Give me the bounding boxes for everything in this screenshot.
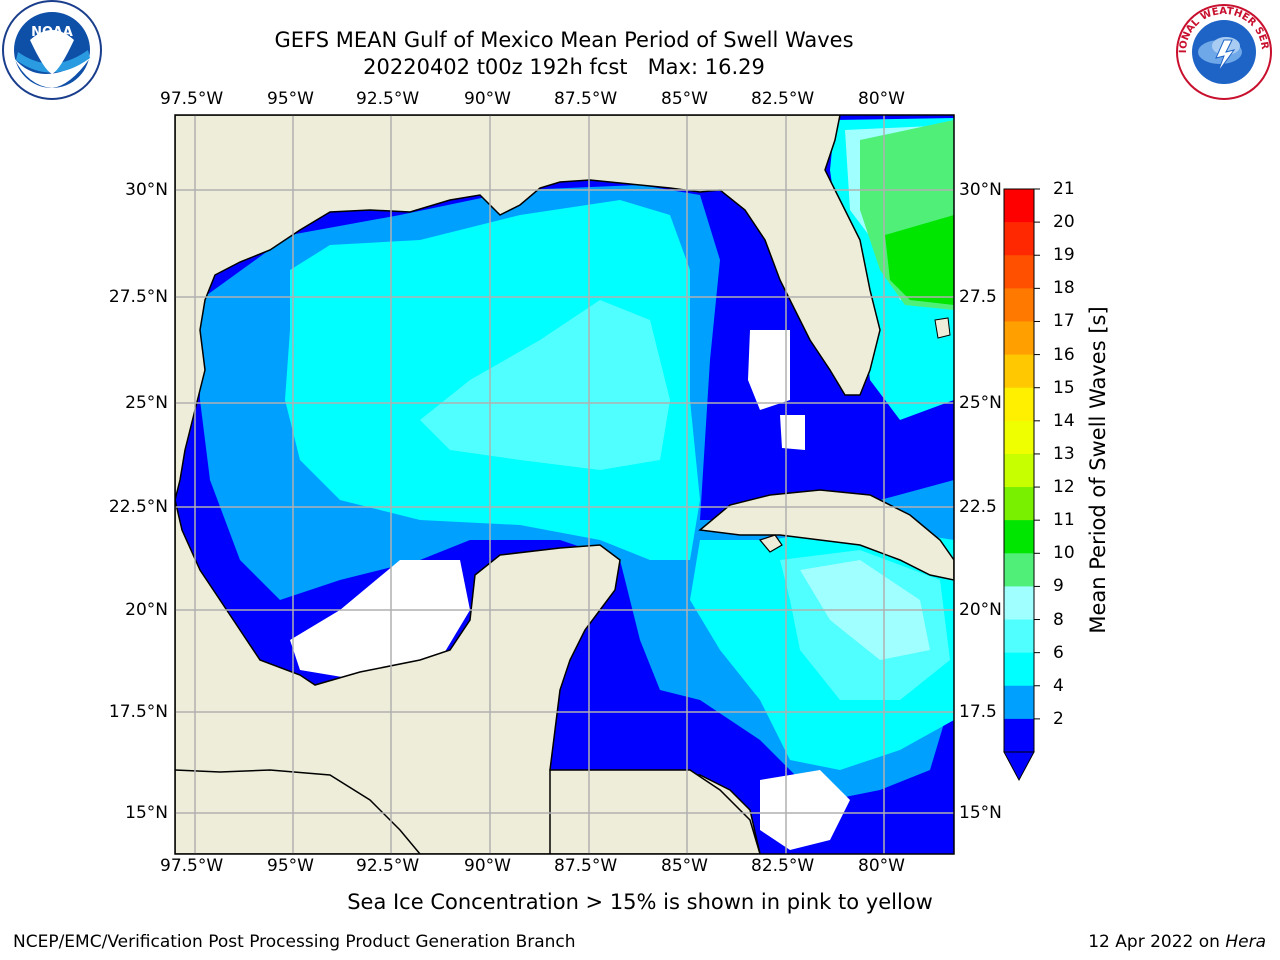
land-us-gulf-coast [175,115,881,501]
lon-tick-top: 85°W [661,89,708,109]
colorbar-tick-label: 8 [1053,609,1064,630]
colorbar-segment [1004,222,1034,256]
lon-tick-bottom: 97.5°W [160,856,224,876]
chart-subtitle: 20220402 t00z 192h fcst Max: 16.29 [363,55,765,79]
lat-tick-left: 20°N [125,600,168,620]
colorbar-tick-label: 13 [1053,443,1075,464]
footer-date-text: 12 Apr 2022 on [1088,932,1226,952]
pacific-coastline [175,769,421,854]
mask-patch-1 [748,330,790,410]
lon-tick-top: 97.5°W [160,89,224,109]
colorbar-tick-label: 9 [1053,576,1064,597]
contour-atlantic-10-11 [885,215,954,305]
footer-date: 12 Apr 2022 on Hera [1088,932,1266,952]
colorbar-tick-label: 15 [1053,377,1075,398]
colorbar-segment [1004,255,1034,289]
colorbar-tick-label: 10 [1053,543,1075,564]
mask-patch-2 [780,415,805,450]
colorbar-segment [1004,354,1034,389]
colorbar-tick-label: 20 [1053,212,1075,233]
contour-6-8 [420,300,670,470]
colorbar [1004,188,1040,753]
lon-tick-top: 92.5°W [356,89,420,109]
footer-host: Hera [1225,932,1266,952]
colorbar-label: Mean Period of Swell Waves [s] [1086,306,1110,634]
lat-tick-right: 20°N [959,600,1002,620]
colorbar-tick-label: 2 [1053,708,1064,729]
lat-tick-right: 15°N [959,803,1002,823]
lon-tick-bottom: 95°W [267,856,314,876]
lon-tick-top: 80°W [858,89,905,109]
colorbar-tick-label: 21 [1053,179,1075,199]
lon-tick-bottom: 80°W [858,856,905,876]
colorbar-segment [1004,718,1034,753]
colorbar-segment [1004,553,1034,587]
lat-tick-left: 27.5°N [108,287,168,307]
colorbar-segment [1004,487,1034,521]
lat-tick-left: 25°N [125,393,168,413]
colorbar-segment [1004,288,1034,322]
lon-tick-bottom: 87.5°W [554,856,618,876]
colorbar-segment [1004,619,1034,654]
nws-logo-icon: NATIONAL WEATHER SERVICE [1172,0,1272,100]
colorbar-tick-label: 17 [1053,311,1075,332]
gridlines [175,115,954,854]
colorbar-tick-label: 16 [1053,344,1075,365]
colorbar-segment [1004,453,1034,488]
map-area [175,115,954,854]
colorbar-segment [1004,586,1034,621]
colorbar-tick-label: 19 [1053,245,1075,266]
colorbar-tick-label: 14 [1053,410,1075,431]
colorbar-segment [1004,387,1034,422]
lon-tick-top: 95°W [267,89,314,109]
land-cuba [698,489,954,581]
colorbar-tick-label: 11 [1053,510,1075,531]
colorbar-segment [1004,685,1034,720]
land-central-america [549,769,761,854]
lon-tick-top: 90°W [464,89,511,109]
land-bahamas [934,317,951,339]
noaa-wordmark: NOAA [31,25,73,40]
sea-ice-note-text: Sea Ice Concentration > 15% is shown in … [347,890,933,914]
noaa-logo-icon: NOAA [2,0,102,100]
mask-campeche [290,560,470,680]
colorbar-segment [1004,420,1034,455]
map-frame [174,114,955,855]
sea-ice-note: Sea Ice Concentration > 15% is shown in … [0,890,1280,914]
colorbar-segment [1004,520,1034,554]
colorbar-extend-arrow [1003,751,1035,782]
lat-tick-left: 22.5°N [108,497,168,517]
colorbar-segment [1004,189,1034,223]
colorbar-tick-label: 4 [1053,675,1064,696]
lat-tick-right: 22.5 [959,497,997,517]
lon-tick-top: 87.5°W [554,89,618,109]
lon-tick-top: 82.5°W [751,89,815,109]
lat-tick-right: 27.5 [959,287,997,307]
lon-tick-bottom: 85°W [661,856,708,876]
lat-tick-left: 30°N [125,180,168,200]
mask-patch-3 [760,770,850,850]
colorbar-segment [1004,321,1034,356]
land-isle-of-youth [758,534,783,553]
footer-credit: NCEP/EMC/Verification Post Processing Pr… [13,932,576,952]
lat-tick-right: 30°N [959,180,1002,200]
lat-tick-left: 15°N [125,803,168,823]
lon-tick-bottom: 82.5°W [751,856,815,876]
colorbar-segment [1004,652,1034,687]
lon-tick-bottom: 92.5°W [356,856,420,876]
lat-tick-left: 17.5°N [108,702,168,722]
chart-title: GEFS MEAN Gulf of Mexico Mean Period of … [274,28,854,52]
colorbar-tick-label: 18 [1053,278,1075,299]
lat-tick-right: 25°N [959,393,1002,413]
colorbar-tick-label: 6 [1053,642,1064,663]
lat-tick-right: 17.5 [959,702,997,722]
lon-tick-bottom: 90°W [464,856,511,876]
colorbar-tick-label: 12 [1053,477,1075,498]
